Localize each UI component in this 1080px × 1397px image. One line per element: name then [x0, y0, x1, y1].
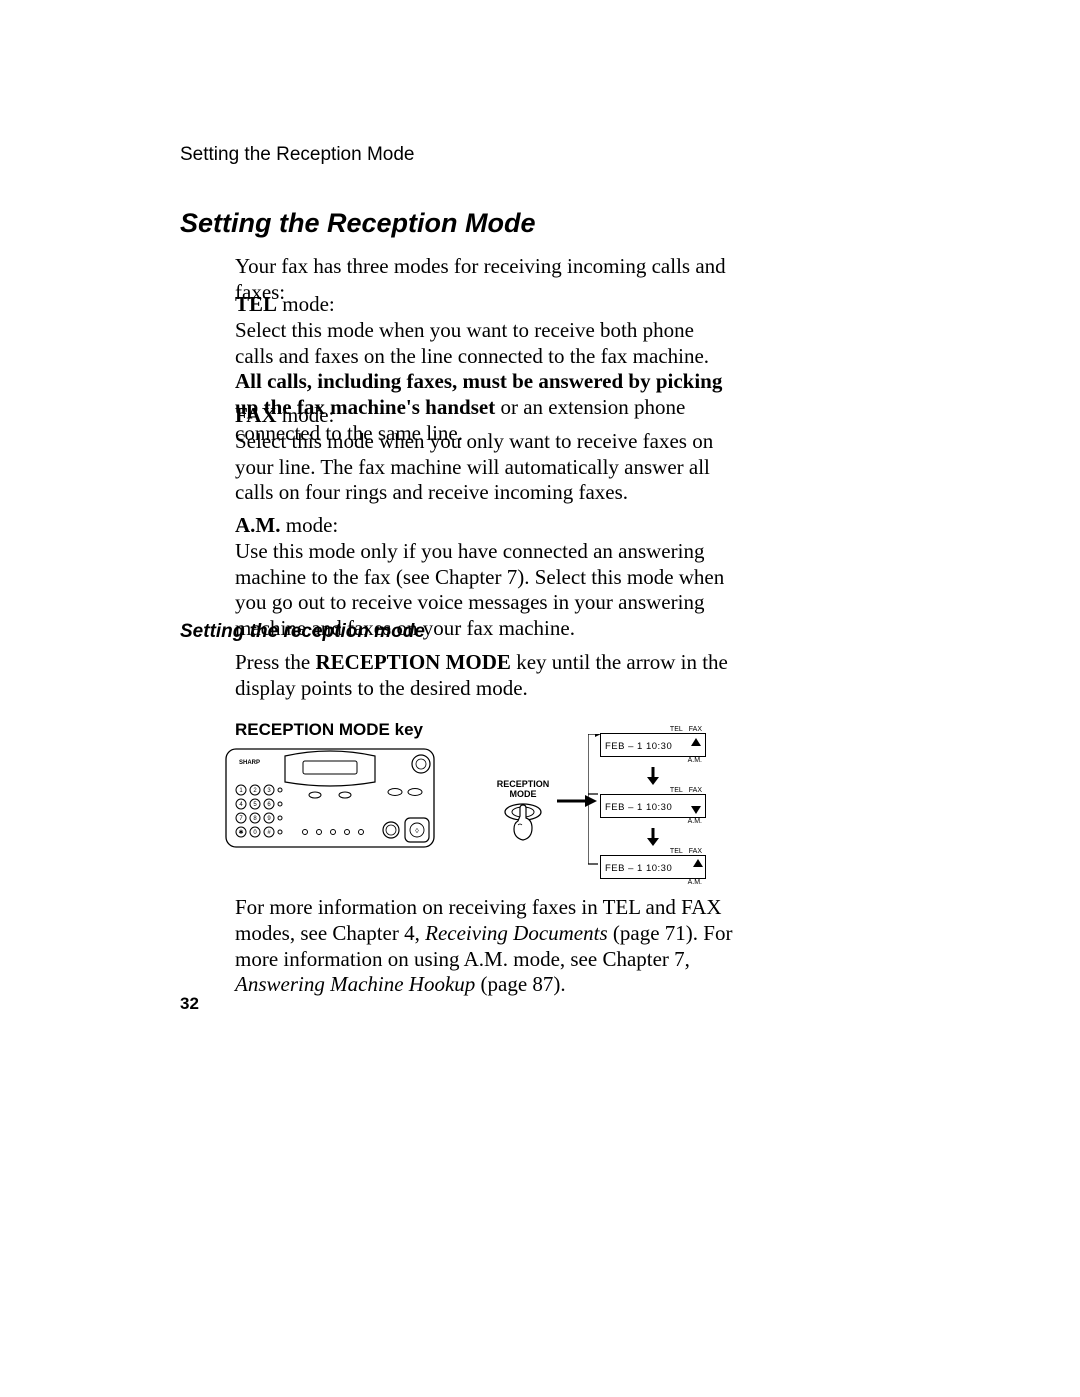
lcd-tel-label: TEL — [670, 726, 683, 733]
footer-ref-2: Answering Machine Hookup — [235, 972, 475, 996]
lcd-text: FEB – 1 10:30 — [605, 863, 672, 874]
lcd-text: FEB – 1 10:30 — [605, 802, 672, 813]
svg-text:#: # — [267, 830, 271, 836]
svg-text:2: 2 — [253, 788, 257, 794]
lcd-tel-label: TEL — [670, 787, 683, 794]
lcd-fax-label: FAX — [689, 848, 702, 855]
svg-text:7: 7 — [239, 816, 243, 822]
down-arrow-icon — [646, 767, 660, 785]
page-number: 32 — [180, 994, 199, 1014]
mode-word: mode: — [277, 403, 335, 427]
svg-text:9: 9 — [267, 816, 271, 822]
mode-word: mode: — [277, 292, 335, 316]
instruction-text: Press the RECEPTION MODE key until the a… — [235, 650, 735, 702]
lcd-display-2: FEB – 1 10:30 — [600, 794, 706, 818]
running-header: Setting the Reception Mode — [180, 144, 415, 166]
fax-mode-block: FAX mode: Select this mode when you only… — [235, 403, 735, 506]
fax-label: FAX — [235, 403, 277, 427]
lcd-top-labels: TEL FAX — [600, 726, 704, 733]
svg-text:3: 3 — [267, 788, 271, 794]
reception-button-illustration: RECEPTION MODE — [478, 780, 568, 855]
lcd-fax-label: FAX — [689, 726, 702, 733]
svg-text:4: 4 — [239, 802, 243, 808]
lcd-am-label: A.M. — [600, 757, 704, 764]
lcd-display-3: FEB – 1 10:30 — [600, 855, 706, 879]
footer-text: For more information on receiving faxes … — [235, 895, 735, 998]
lcd-arrow-up-icon — [691, 738, 701, 746]
svg-text:0: 0 — [253, 830, 257, 836]
mode-word: mode: — [281, 513, 339, 537]
svg-text:5: 5 — [253, 802, 257, 808]
lcd-top-labels: TEL FAX — [600, 787, 704, 794]
svg-text:◊: ◊ — [415, 828, 419, 835]
lcd-display-1: FEB – 1 10:30 — [600, 733, 706, 757]
press-key: RECEPTION MODE — [316, 650, 511, 674]
lcd-tel-label: TEL — [670, 848, 683, 855]
press-a: Press the — [235, 650, 316, 674]
fax-panel-illustration: SHARP 1 2 3 4 5 6 7 8 — [225, 748, 435, 848]
svg-text:1: 1 — [239, 788, 243, 794]
tel-label: TEL — [235, 292, 277, 316]
lcd-arrow-down-icon — [691, 806, 701, 814]
footer-c: (page 87). — [475, 972, 565, 996]
lcd-text: FEB – 1 10:30 — [605, 741, 672, 752]
hand-press-icon — [498, 802, 548, 850]
lcd-top-labels: TEL FAX — [600, 848, 704, 855]
lcd-sequence: TEL FAX FEB – 1 10:30 A.M. TEL FAX FEB –… — [600, 726, 706, 886]
down-arrow-icon — [646, 828, 660, 846]
lcd-am-label: A.M. — [600, 818, 704, 825]
tel-body-a: Select this mode when you want to receiv… — [235, 318, 709, 368]
footer-ref-1: Receiving Documents — [425, 921, 608, 945]
svg-text:✱: ✱ — [238, 829, 243, 836]
manual-page: Setting the Reception Mode Setting the R… — [0, 0, 1080, 1397]
svg-text:SHARP: SHARP — [239, 760, 260, 766]
lcd-arrow-up-icon — [693, 859, 703, 867]
lcd-am-label: A.M. — [600, 879, 704, 886]
svg-text:8: 8 — [253, 816, 257, 822]
page-title: Setting the Reception Mode — [180, 208, 536, 239]
fax-body: Select this mode when you only want to r… — [235, 429, 713, 505]
diagram-label: RECEPTION MODE key — [235, 720, 423, 740]
subheading: Setting the reception mode — [180, 621, 425, 643]
am-label: A.M. — [235, 513, 281, 537]
fax-panel-svg: SHARP 1 2 3 4 5 6 7 8 — [225, 748, 435, 848]
lcd-fax-label: FAX — [689, 787, 702, 794]
svg-text:6: 6 — [267, 802, 271, 808]
button-label-bottom: MODE — [478, 790, 568, 800]
